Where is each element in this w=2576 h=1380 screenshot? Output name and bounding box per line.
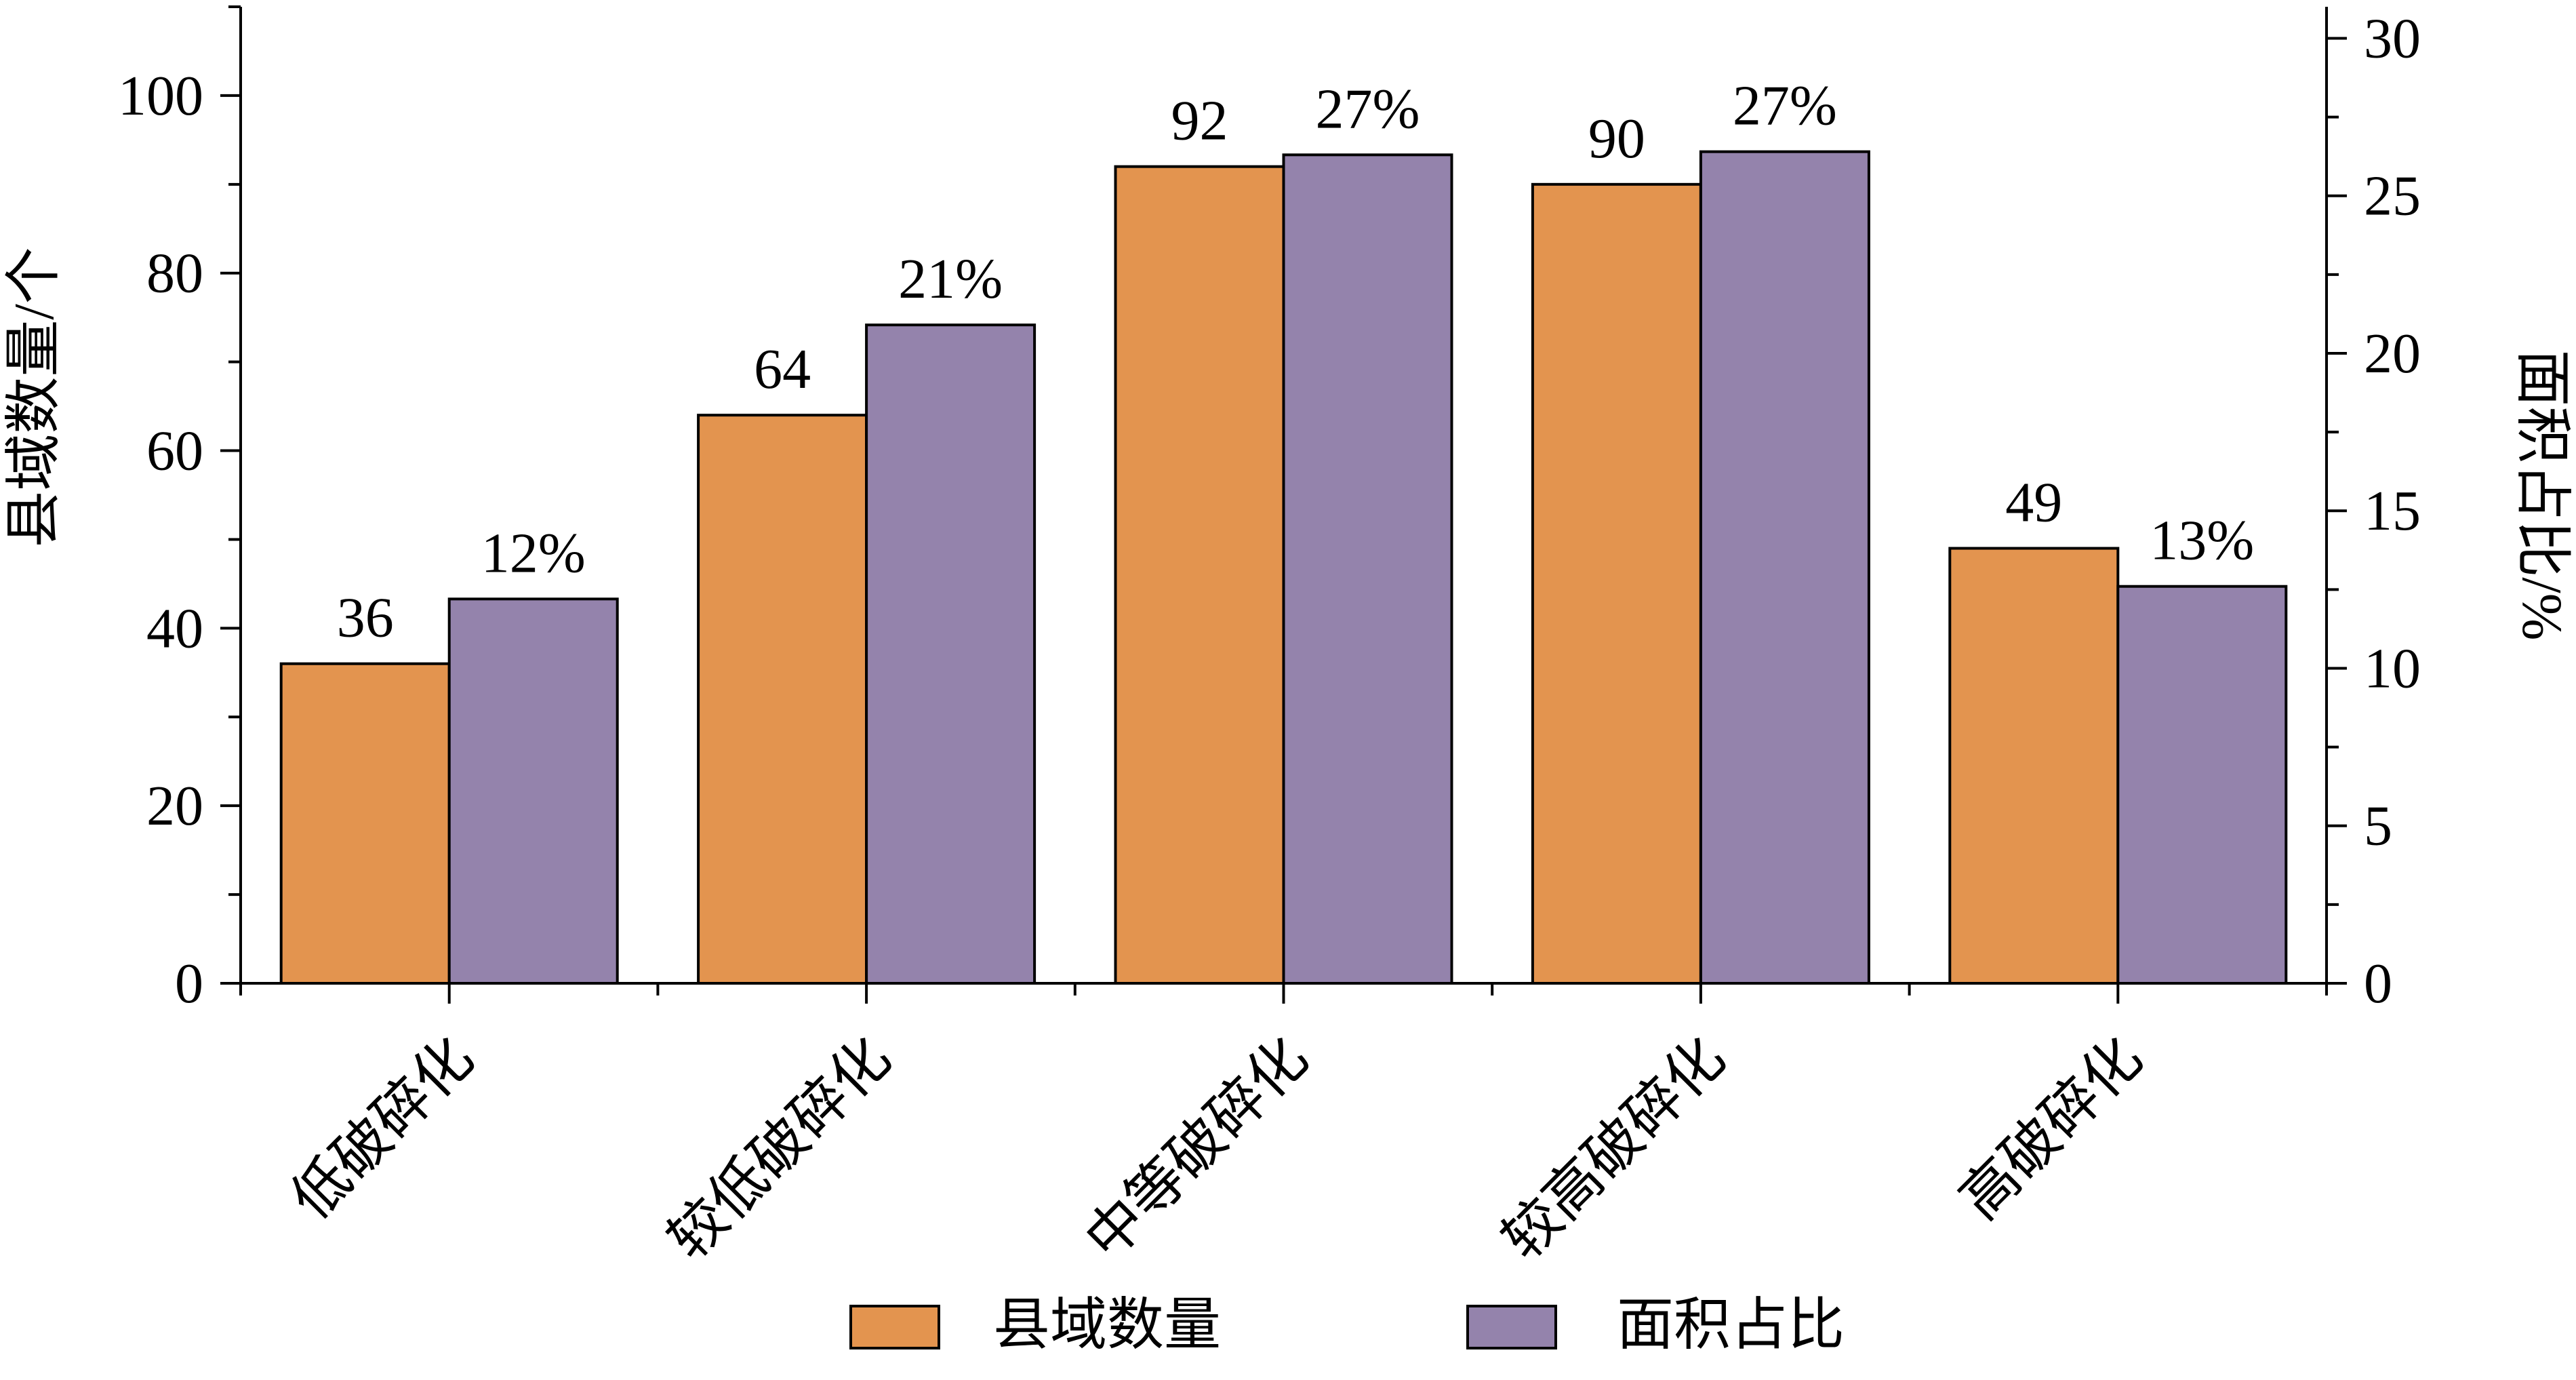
bar-area-share-1[interactable]: [865, 323, 1037, 985]
data-label-county-count-4: 49: [2005, 471, 2062, 534]
y-right-tick-label: 0: [2364, 952, 2392, 1015]
bar-county-count-2[interactable]: [1114, 165, 1285, 985]
y-left-tick-label: 40: [146, 597, 203, 660]
bar-county-count-4[interactable]: [1948, 547, 2120, 985]
y-right-tick-label: 25: [2364, 165, 2421, 228]
bar-area-share-4[interactable]: [2116, 585, 2288, 985]
bar-county-count-3[interactable]: [1531, 182, 1702, 985]
data-label-area-share-4: 13%: [2150, 509, 2254, 572]
y-right-tick-label: 15: [2364, 479, 2421, 543]
data-label-county-count-2: 92: [1171, 90, 1228, 153]
bar-area-share-3[interactable]: [1699, 150, 1870, 985]
legend-label-county-count: 县域数量: [993, 1294, 1221, 1357]
bar-county-count-0[interactable]: [279, 662, 451, 985]
data-label-area-share-3: 27%: [1733, 75, 1837, 138]
y-axis-left-title: 县域数量/个: [3, 247, 66, 547]
y-left-tick-label: 80: [146, 242, 203, 305]
x-category-label-0: 低破碎化: [280, 1026, 485, 1231]
y-left-tick-label: 60: [146, 420, 203, 483]
y-left-tick-label: 0: [175, 952, 203, 1015]
x-category-label-4: 高破碎化: [1948, 1026, 2154, 1231]
x-category-label-1: 较低破碎化: [657, 1026, 903, 1272]
legend: 县域数量 面积占比: [849, 1294, 1845, 1357]
legend-swatch-area-share: [1466, 1305, 1557, 1349]
bars-layer: [279, 150, 2288, 985]
data-label-area-share-2: 27%: [1316, 77, 1420, 140]
bar-area-share-2[interactable]: [1282, 153, 1453, 985]
y-left-tick-label: 100: [118, 64, 203, 127]
x-category-label-3: 较高破碎化: [1491, 1026, 1737, 1272]
y-axis-right-title: 面积占比/%: [2510, 349, 2573, 640]
y-right-tick-label: 30: [2364, 7, 2421, 70]
data-label-county-count-1: 64: [754, 338, 811, 401]
data-label-area-share-1: 21%: [898, 248, 1003, 311]
bar-area-share-0[interactable]: [447, 597, 619, 985]
legend-label-area-share: 面积占比: [1617, 1294, 1845, 1357]
y-right-tick-label: 20: [2364, 322, 2421, 385]
data-label-county-count-0: 36: [337, 587, 394, 650]
bar-county-count-1[interactable]: [697, 414, 868, 985]
y-left-tick-label: 20: [146, 774, 203, 837]
axes-layer: [220, 5, 2347, 1004]
data-label-county-count-3: 90: [1588, 107, 1645, 170]
legend-swatch-county-count: [849, 1305, 940, 1349]
x-category-label-2: 中等破碎化: [1074, 1026, 1320, 1272]
y-right-tick-label: 5: [2364, 795, 2392, 858]
data-label-area-share-0: 12%: [481, 521, 586, 585]
y-right-tick-label: 10: [2364, 637, 2421, 700]
